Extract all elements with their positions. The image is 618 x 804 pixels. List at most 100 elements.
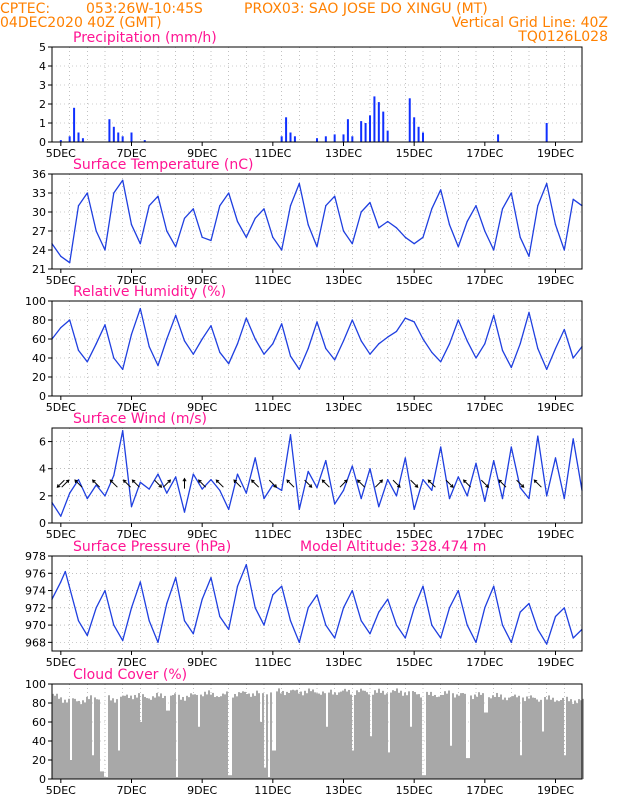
data-point — [546, 368, 548, 370]
cloud-cover-column — [92, 755, 94, 779]
data-point — [192, 473, 194, 475]
data-point — [77, 205, 80, 207]
cloud-cover-column — [176, 777, 178, 779]
data-point — [510, 366, 512, 369]
data-point — [298, 641, 300, 643]
data-point — [263, 353, 265, 355]
cloud-cover-column — [494, 696, 496, 779]
wind-arrow — [233, 479, 242, 488]
data-point — [360, 340, 362, 342]
data-point — [95, 484, 97, 486]
cloud-cover-column — [306, 693, 308, 779]
panel-title: Surface Wind (m/s) — [73, 411, 207, 427]
data-point — [378, 506, 380, 508]
data-point — [219, 615, 221, 618]
data-point — [139, 481, 141, 483]
cloud-cover-column — [260, 722, 262, 779]
data-point — [369, 353, 371, 355]
cloud-cover-column — [484, 712, 486, 779]
cloud-cover-column — [358, 692, 360, 779]
cloud-cover-column — [522, 697, 524, 779]
data-point — [245, 492, 247, 494]
y-tick-label: 3 — [39, 79, 46, 92]
data-point — [281, 489, 283, 492]
precipitation-bar — [280, 136, 283, 142]
cloud-cover-column — [166, 710, 168, 779]
cloud-cover-column — [72, 698, 74, 779]
wind-arrow — [182, 477, 187, 489]
cloud-cover-column — [118, 750, 120, 779]
data-point — [316, 487, 318, 489]
y-tick-label: 80 — [32, 314, 46, 327]
cloud-cover-column — [254, 695, 256, 779]
x-tick-label: 13DEC — [325, 147, 362, 160]
cloud-cover-column — [230, 775, 232, 779]
precipitation-bar — [497, 134, 500, 142]
cloud-cover-column — [222, 693, 224, 779]
cloud-cover-column — [172, 695, 174, 779]
data-point — [307, 470, 309, 473]
cloud-cover-column — [346, 691, 348, 779]
cloud-cover-column — [318, 693, 320, 779]
y-tick-label: 40 — [32, 352, 46, 365]
cloud-cover-column — [370, 736, 372, 779]
data-point — [554, 224, 557, 226]
cloud-cover-column — [268, 777, 270, 779]
header-source: CPTEC: — [0, 1, 50, 17]
precipitation-bar — [333, 134, 336, 142]
cloud-cover-column — [460, 693, 462, 779]
cloud-cover-column — [360, 688, 362, 779]
y-tick-label: 968 — [25, 636, 46, 649]
data-point — [395, 624, 398, 626]
x-tick-label: 13DEC — [325, 528, 362, 541]
cloud-cover-column — [276, 691, 278, 779]
y-tick-label: 4 — [39, 463, 46, 476]
data-point — [60, 255, 62, 257]
cloud-cover-column — [496, 692, 498, 779]
data-point — [254, 457, 256, 459]
data-point — [457, 476, 459, 478]
cloud-cover-column — [278, 688, 280, 779]
cloud-cover-column — [532, 697, 534, 779]
data-point — [572, 438, 574, 440]
x-tick-label: 5DEC — [46, 274, 76, 287]
cloud-cover-column — [440, 694, 442, 779]
precipitation-bar — [73, 107, 76, 142]
cloud-cover-column — [182, 696, 184, 779]
precipitation-bar — [121, 136, 124, 142]
data-point — [166, 602, 168, 605]
precipitation-bar — [545, 123, 548, 142]
wind-arrow — [268, 479, 278, 488]
data-point — [236, 343, 239, 345]
cloud-cover-column — [382, 690, 384, 779]
cloud-cover-column — [110, 700, 112, 779]
cloud-cover-column — [348, 689, 350, 779]
data-point — [210, 325, 212, 327]
cloud-cover-column — [352, 750, 354, 779]
precipitation-bar — [77, 132, 80, 142]
precipitation-bar — [369, 115, 371, 142]
cloud-cover-column — [142, 694, 144, 779]
cloud-cover-column — [68, 698, 70, 779]
cloud-cover-column — [488, 697, 490, 779]
data-point — [457, 589, 459, 592]
cloud-cover-column — [400, 690, 402, 779]
cloud-cover-column — [132, 699, 134, 779]
cloud-cover-column — [116, 699, 118, 779]
data-point — [475, 462, 477, 464]
cloud-cover-column — [258, 693, 260, 779]
cloud-cover-column — [108, 695, 110, 779]
cloud-cover-column — [564, 755, 566, 779]
x-tick-label: 9DEC — [187, 274, 217, 287]
y-tick-label: 0 — [39, 773, 46, 786]
data-point — [236, 585, 239, 587]
cloud-cover-column — [380, 692, 382, 779]
data-point — [272, 236, 274, 238]
data-point — [130, 607, 133, 609]
data-point — [351, 589, 353, 592]
data-point — [289, 434, 292, 436]
data-point — [228, 192, 230, 194]
cloud-cover-column — [160, 693, 162, 779]
cloud-cover-column — [462, 693, 464, 779]
